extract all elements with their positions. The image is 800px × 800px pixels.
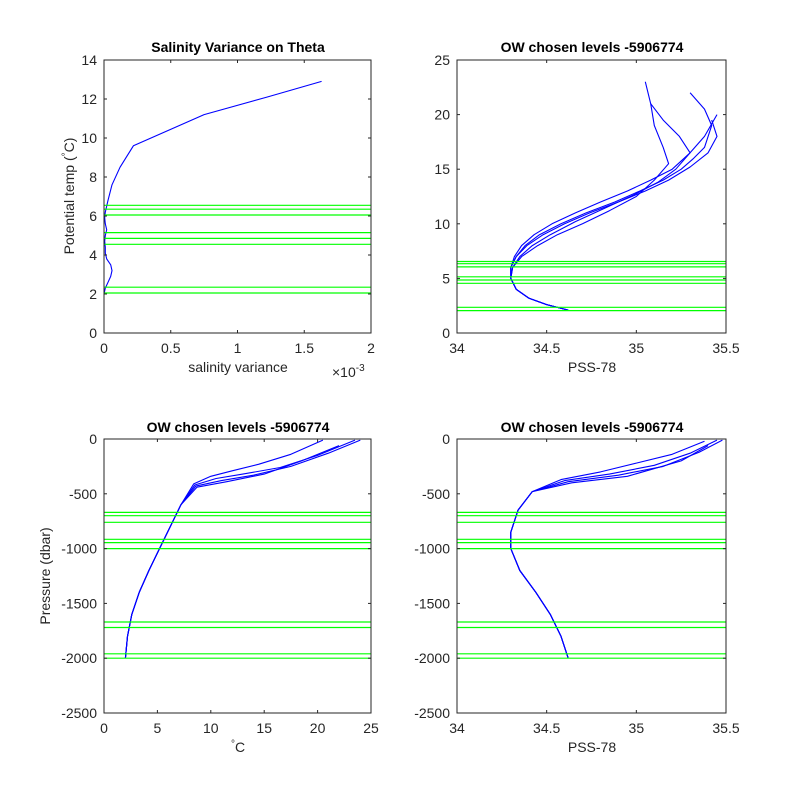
series-line-5 — [510, 119, 718, 311]
series-line-4 — [124, 445, 340, 659]
ticks-layer: 0 5 10 15 20 25 -2500 -2000 -1500 -1000 -500 0 — [61, 431, 379, 736]
y-label-degree: ° — [61, 152, 72, 156]
y-tick-label: -1000 — [414, 541, 450, 557]
x-tick-label: 34.5 — [533, 340, 560, 356]
y-tick-label: 10 — [434, 216, 450, 232]
axes-frame — [456, 438, 727, 714]
x-tick-label: 20 — [310, 720, 326, 736]
y-tick-label: -2500 — [61, 705, 97, 721]
axes-frame — [456, 59, 727, 334]
y-tick-label: 6 — [89, 208, 97, 224]
y-tick-label: 25 — [434, 52, 450, 68]
axes-frame — [103, 59, 372, 334]
y-tick-label: -2000 — [414, 650, 450, 666]
panel-pressure-salinity: OW chosen levels -5906774 34 34.5 35 35.5 -2… — [414, 419, 740, 755]
y-tick-label: 12 — [81, 91, 97, 107]
levels-layer — [457, 260, 726, 312]
panel-pressure-temperature: OW chosen levels -5906774 0 5 10 15 20 25 -250… — [37, 419, 379, 755]
ticks-layer: 34 34.5 35 35.5 -2500 -2000 -1500 -1000 -500 0 — [414, 431, 740, 736]
y-tick-label: 15 — [434, 161, 450, 177]
x-axis-label: °C — [231, 739, 245, 755]
y-tick-label: 14 — [81, 52, 97, 68]
y-tick-label: 8 — [89, 169, 97, 185]
y-axis-label: Pressure (dbar) — [37, 527, 53, 624]
series-layer — [510, 81, 718, 311]
ticks-layer: 34 34.5 35 35.5 0 5 10 15 20 25 — [434, 52, 739, 356]
y-tick-label: 5 — [442, 270, 450, 286]
x-label-unit: C — [235, 739, 245, 755]
y-tick-label: 0 — [89, 431, 97, 447]
x-tick-label: 10 — [203, 720, 219, 736]
panel-title: Salinity Variance on Theta — [151, 39, 325, 55]
y-tick-label: 4 — [89, 247, 97, 263]
y-tick-label: 0 — [442, 325, 450, 341]
y-tick-label: -1500 — [414, 595, 450, 611]
x-tick-label: 0 — [100, 340, 108, 356]
x-axis-label: PSS-78 — [568, 359, 616, 375]
x-tick-label: 5 — [154, 720, 162, 736]
x-tick-label: 2 — [367, 340, 375, 356]
x-tick-label: 35 — [629, 720, 645, 736]
y-label-unit: C) — [61, 138, 77, 153]
x-tick-label: 25 — [363, 720, 379, 736]
x-axis-label: salinity variance — [188, 359, 288, 375]
y-label-text: Potential temp ( — [61, 156, 77, 254]
panel-title: OW chosen levels -5906774 — [147, 419, 330, 435]
x-tick-label: 1 — [234, 340, 242, 356]
x-tick-label: 34.5 — [533, 720, 560, 736]
y-tick-label: -500 — [69, 486, 97, 502]
x-tick-label: 0 — [100, 720, 108, 736]
y-tick-label: -500 — [422, 486, 450, 502]
x-tick-label: 35 — [629, 340, 645, 356]
x-axis-label: PSS-78 — [568, 739, 616, 755]
panel-title: OW chosen levels -5906774 — [501, 39, 684, 55]
levels-layer — [104, 204, 371, 294]
x-tick-label: 35.5 — [712, 340, 739, 356]
y-tick-label: 20 — [434, 107, 450, 123]
panel-salinity-variance: Salinity Variance on Theta 0 0.5 1 1.5 2 0 2 4 6… — [61, 39, 375, 380]
y-tick-label: -2500 — [414, 705, 450, 721]
levels-layer — [104, 511, 371, 659]
levels-layer — [457, 511, 726, 659]
x-exponent-power: -3 — [356, 363, 365, 374]
y-tick-label: 2 — [89, 286, 97, 302]
x-tick-label: 34 — [449, 720, 465, 736]
series-layer — [510, 439, 723, 659]
x-exponent-base: ×10 — [332, 364, 356, 380]
y-axis-label: Potential temp (°C) — [61, 138, 77, 255]
y-tick-label: 0 — [442, 431, 450, 447]
panel-title: OW chosen levels -5906774 — [501, 419, 684, 435]
y-tick-label: 10 — [81, 130, 97, 146]
x-tick-label: 34 — [449, 340, 465, 356]
x-tick-label: 0.5 — [161, 340, 181, 356]
y-tick-label: -1000 — [61, 541, 97, 557]
series-line-4 — [510, 445, 709, 659]
x-label-degree: ° — [231, 739, 235, 750]
axes-frame — [103, 438, 372, 714]
panel-theta-salinity: OW chosen levels -5906774 34 34.5 35 35.5 0 5… — [434, 39, 739, 375]
x-tick-label: 15 — [256, 720, 272, 736]
y-tick-label: 0 — [89, 325, 97, 341]
x-tick-label: 35.5 — [712, 720, 739, 736]
x-tick-label: 1.5 — [295, 340, 315, 356]
y-tick-label: -1500 — [61, 595, 97, 611]
x-axis-exponent: ×10-3 — [332, 363, 365, 380]
y-tick-label: -2000 — [61, 650, 97, 666]
